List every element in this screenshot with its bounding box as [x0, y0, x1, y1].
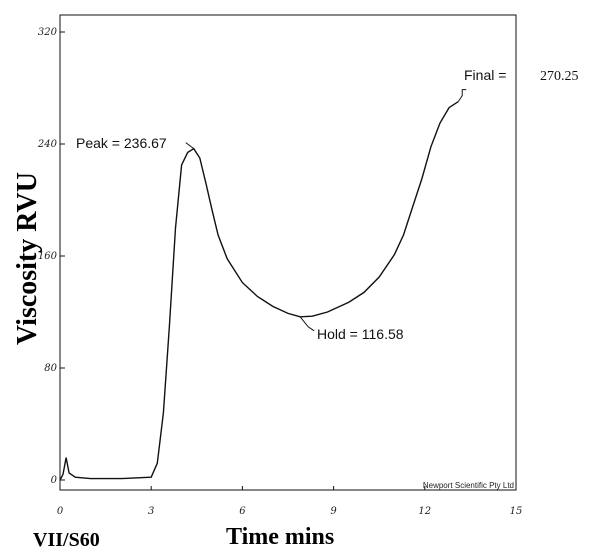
viscosity-curve [59, 101, 459, 481]
sample-id: VII/S60 [33, 529, 100, 549]
y-axis-ticks: 0 80 160 240 320 [37, 27, 65, 486]
peak-annotation: Peak = 236.67 [76, 135, 167, 151]
y-tick-label: 160 [38, 251, 58, 262]
y-tick-label: 0 [51, 475, 58, 486]
x-tick-label: 9 [330, 506, 337, 517]
final-marker [457, 89, 467, 102]
plot-frame [59, 14, 517, 491]
y-tick-label: 320 [38, 27, 58, 38]
peak-marker [185, 142, 195, 150]
x-tick-label: 12 [418, 506, 431, 517]
instrument-credit: Newport Scientific Pty Ltd [423, 481, 514, 490]
y-axis-title: Viscosity RVU [12, 172, 43, 345]
hold-marker [299, 316, 315, 332]
x-axis-ticks: 0 3 6 9 12 15 [57, 486, 523, 517]
final-annotation-label: Final = [464, 67, 506, 83]
x-axis-title: Time mins [226, 524, 334, 549]
y-tick-label: 240 [37, 139, 58, 150]
x-tick-label: 3 [148, 506, 154, 517]
hold-annotation: Hold = 116.58 [317, 326, 404, 342]
x-tick-label: 6 [239, 506, 246, 517]
final-annotation-value: 270.25 [540, 69, 579, 84]
y-tick-label: 80 [44, 363, 57, 374]
x-tick-label: 0 [57, 506, 64, 517]
x-tick-label: 15 [510, 506, 523, 517]
